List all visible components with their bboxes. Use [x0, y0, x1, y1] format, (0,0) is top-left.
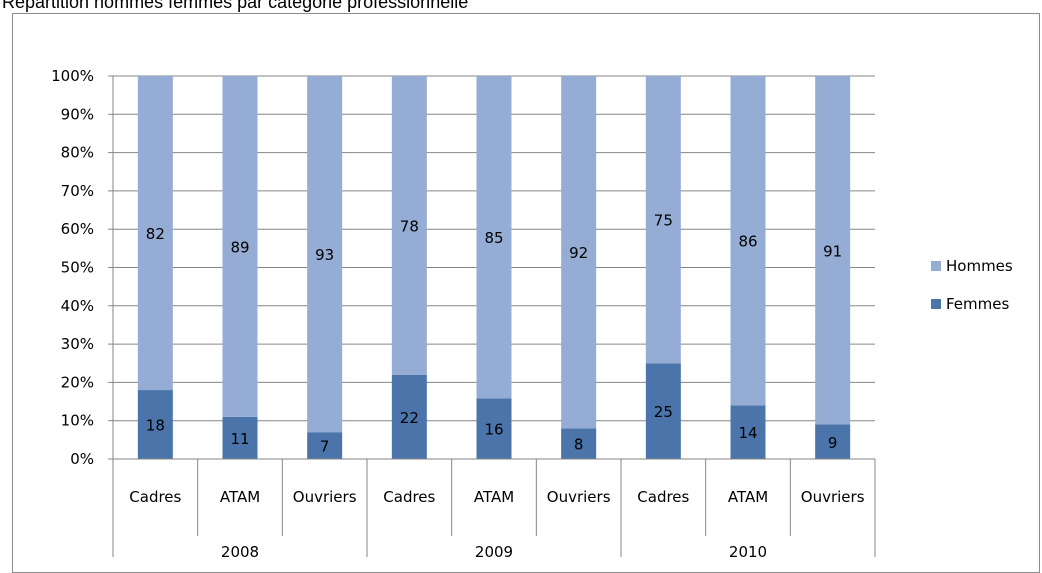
data-label-femmes: 14 — [738, 424, 757, 442]
x-group-label: 2010 — [729, 543, 767, 557]
x-category-label: Cadres — [637, 488, 689, 506]
x-category-label: Cadres — [129, 488, 181, 506]
bar-hommes — [645, 76, 681, 364]
bar-hommes — [307, 76, 343, 433]
data-label-hommes: 82 — [146, 225, 165, 243]
x-category-label: Ouvriers — [293, 488, 357, 506]
chart-title: Répartition hommes femmes par catégorie … — [2, 0, 469, 12]
data-label-hommes: 91 — [823, 242, 842, 260]
x-group-label: 2008 — [221, 543, 259, 557]
x-category-label: Ouvriers — [801, 488, 865, 506]
data-label-hommes: 75 — [654, 212, 673, 230]
data-label-femmes: 18 — [146, 417, 165, 435]
x-category-label: Cadres — [383, 488, 435, 506]
x-category-label: ATAM — [728, 488, 768, 506]
data-label-femmes: 7 — [320, 438, 330, 456]
y-tick-label: 70% — [61, 182, 94, 200]
y-tick-label: 40% — [61, 297, 94, 315]
data-label-hommes: 93 — [315, 246, 334, 264]
x-category-label: ATAM — [474, 488, 514, 506]
data-label-hommes: 92 — [569, 244, 588, 262]
bar-femmes — [391, 374, 427, 459]
bar-femmes — [561, 428, 597, 459]
y-tick-label: 30% — [61, 335, 94, 353]
data-label-femmes: 11 — [230, 430, 249, 448]
data-label-hommes: 85 — [484, 229, 503, 247]
legend-swatch — [931, 299, 941, 309]
stacked-bar-chart: 0% 10% 20% 30% 40% 50% 60% 70% 80% 90% 100% 18 82 11 8… — [51, 67, 1013, 557]
bar-femmes — [815, 424, 851, 459]
bar-hommes — [476, 76, 512, 399]
chart-frame — [12, 13, 1040, 573]
bar-femmes — [222, 416, 258, 459]
legend-label: Hommes — [946, 257, 1013, 275]
bar-femmes — [645, 363, 681, 459]
bar-hommes — [561, 76, 597, 429]
x-category-label: ATAM — [220, 488, 260, 506]
bar-hommes — [730, 76, 766, 406]
data-label-hommes: 89 — [230, 238, 249, 256]
y-tick-label: 0% — [70, 450, 94, 468]
y-tick-label: 90% — [61, 105, 94, 123]
y-tick-label: 50% — [61, 259, 94, 277]
data-label-femmes: 9 — [828, 434, 838, 452]
bar-hommes — [391, 76, 427, 375]
data-label-femmes: 8 — [574, 436, 584, 454]
y-tick-label: 20% — [61, 373, 94, 391]
bar-hommes — [137, 76, 173, 391]
y-tick-label: 100% — [51, 67, 94, 85]
bar-hommes — [222, 76, 258, 417]
bar-femmes — [730, 405, 766, 459]
bar-femmes — [476, 398, 512, 459]
bar-femmes — [137, 390, 173, 459]
x-category-label: Ouvriers — [547, 488, 611, 506]
data-label-femmes: 22 — [400, 409, 419, 427]
data-label-hommes: 78 — [400, 217, 419, 235]
data-label-femmes: 16 — [484, 421, 503, 439]
bar-femmes — [307, 432, 343, 459]
data-label-femmes: 25 — [654, 403, 673, 421]
data-label-hommes: 86 — [738, 233, 757, 251]
y-tick-label: 60% — [61, 220, 94, 238]
y-tick-label: 10% — [61, 412, 94, 430]
x-group-label: 2009 — [475, 543, 513, 557]
legend-swatch — [931, 261, 941, 271]
y-tick-label: 80% — [61, 144, 94, 162]
legend-label: Femmes — [946, 295, 1009, 313]
bar-hommes — [815, 76, 851, 425]
